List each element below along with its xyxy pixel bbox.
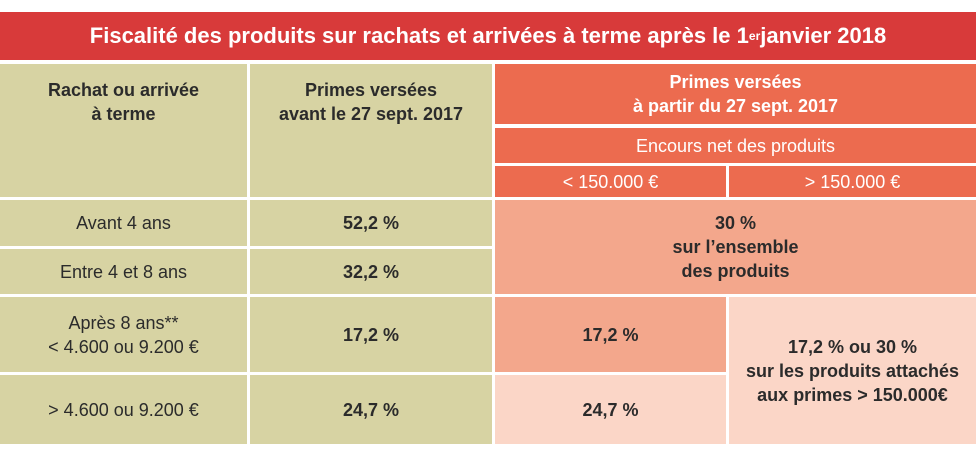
title-text: Fiscalité des produits sur rachats et ar…	[89, 23, 749, 48]
merged-early-text: 30 % sur l’ensemble des produits	[672, 213, 799, 281]
title-text-end: janvier 2018	[760, 23, 887, 48]
header-encours-label: Encours net des produits	[635, 135, 836, 156]
row-label: Entre 4 et 8 ans	[0, 249, 247, 294]
row-before-value: 24,7 %	[342, 399, 400, 420]
row-low: 17,2 %	[495, 297, 726, 372]
row-low-value: 24,7 %	[582, 399, 639, 420]
row-before-value: 32,2 %	[342, 261, 400, 282]
row-before: 52,2 %	[250, 200, 492, 246]
row-low: 24,7 %	[495, 375, 726, 444]
row-label-text: > 4.600 ou 9.200 €	[48, 399, 199, 420]
row-before-value: 52,2 %	[342, 213, 400, 233]
table-title: Fiscalité des produits sur rachats et ar…	[0, 12, 976, 60]
header-rachat-label: Rachat ou arrivée à terme	[47, 80, 200, 124]
header-after-label: Primes versées à partir du 27 sept. 2017	[632, 72, 839, 116]
row-label-text: Après 8 ans** < 4.600 ou 9.200 €	[48, 312, 199, 357]
header-rachat: Rachat ou arrivée à terme	[0, 64, 247, 197]
row-label: Après 8 ans** < 4.600 ou 9.200 €	[0, 297, 247, 372]
header-before: Primes versées avant le 27 sept. 2017	[250, 64, 492, 197]
merged-high-rate: 17,2 % ou 30 % sur les produits attachés…	[729, 297, 976, 444]
row-before: 24,7 %	[250, 375, 492, 444]
row-label: > 4.600 ou 9.200 €	[0, 375, 247, 444]
header-high: > 150.000 €	[729, 166, 976, 197]
merged-high-text: 17,2 % ou 30 % sur les produits attachés…	[745, 336, 960, 405]
merged-early-rate: 30 % sur l’ensemble des produits	[495, 200, 976, 294]
header-before-label: Primes versées avant le 27 sept. 2017	[278, 80, 464, 124]
row-label-text: Entre 4 et 8 ans	[59, 261, 188, 282]
header-low: < 150.000 €	[495, 166, 726, 197]
row-before-value: 17,2 %	[342, 324, 400, 345]
row-label-text: Avant 4 ans	[76, 213, 171, 233]
header-after: Primes versées à partir du 27 sept. 2017	[495, 64, 976, 124]
header-low-label: < 150.000 €	[562, 171, 659, 192]
row-before: 32,2 %	[250, 249, 492, 294]
header-encours: Encours net des produits	[495, 128, 976, 163]
header-high-label: > 150.000 €	[804, 171, 901, 192]
row-label: Avant 4 ans	[0, 200, 247, 246]
row-before: 17,2 %	[250, 297, 492, 372]
row-low-value: 17,2 %	[582, 324, 639, 345]
